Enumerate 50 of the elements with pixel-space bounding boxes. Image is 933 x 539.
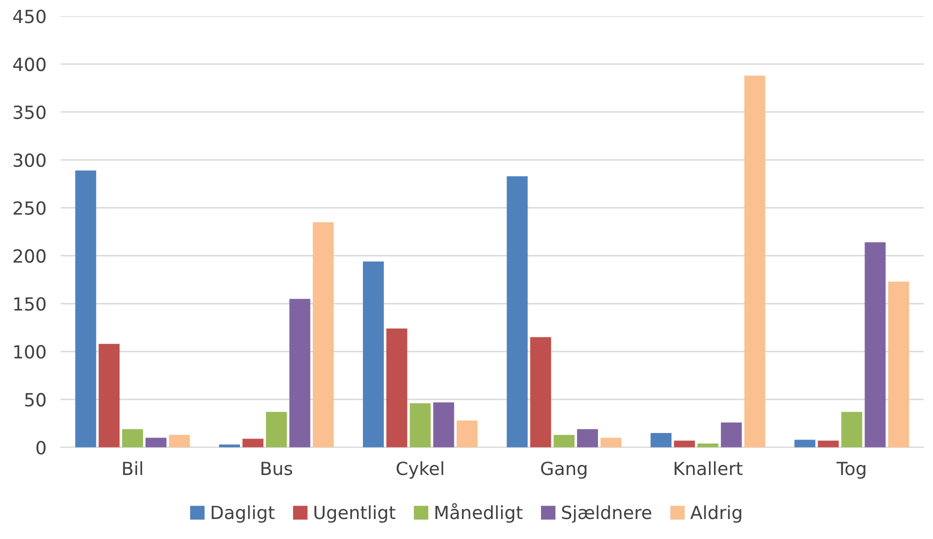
bar: [362, 261, 384, 448]
bar: [122, 429, 144, 448]
x-tick-label: Knallert: [674, 461, 742, 476]
bar: [697, 444, 718, 448]
bar: [75, 170, 96, 448]
bar: [841, 412, 862, 448]
bar: [554, 434, 575, 448]
x-tick-label: Cykel: [396, 461, 444, 479]
bar: [720, 422, 742, 448]
x-tick-label: Tog: [836, 462, 866, 479]
bar: [600, 438, 622, 448]
y-tick-label: 150: [14, 297, 46, 311]
bar: [312, 222, 334, 448]
y-tick-label: 450: [13, 10, 46, 24]
bar: [744, 76, 766, 448]
x-tick-label: Gang: [541, 462, 586, 479]
bar: [242, 438, 264, 448]
bar: [794, 440, 816, 448]
legend-label: Aldrig: [690, 505, 742, 523]
bar: [530, 337, 552, 448]
bar: [386, 328, 408, 448]
bar: [168, 434, 190, 448]
y-tick-label: 0: [36, 440, 46, 454]
legend-label: Dagligt: [212, 505, 275, 523]
y-tick-label: 100: [14, 345, 46, 359]
bar: [98, 344, 120, 448]
y-tick-label: 300: [14, 153, 46, 168]
x-tick-label: Bil: [123, 461, 142, 475]
y-tick-label: 50: [25, 392, 46, 407]
bar: [577, 429, 598, 448]
bar: [674, 440, 695, 448]
legend-label: Ugentligt: [314, 505, 396, 523]
bar: [650, 432, 672, 448]
bar: [433, 402, 454, 448]
bar: [864, 242, 886, 448]
y-tick-label: 250: [14, 201, 46, 215]
legend-label: Månedligt: [435, 503, 523, 523]
bar: [289, 298, 310, 448]
bar: [266, 412, 287, 448]
y-tick-label: 400: [13, 58, 46, 72]
bar: [146, 438, 166, 448]
y-tick-label: 350: [14, 105, 46, 120]
bar: [456, 420, 478, 448]
x-tick-label: Bus: [262, 462, 292, 476]
bar: [818, 440, 839, 448]
legend-label: Sjældnere: [562, 505, 652, 523]
bar: [410, 403, 431, 448]
bar: [506, 176, 528, 448]
y-tick-label: 200: [14, 249, 46, 263]
bar: [888, 282, 910, 448]
